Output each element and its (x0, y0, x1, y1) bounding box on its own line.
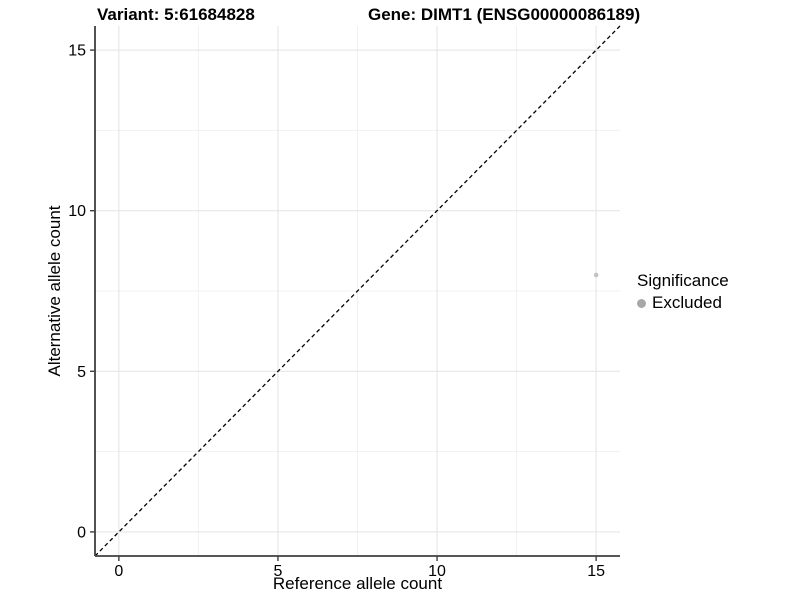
gene-title: Gene: DIMT1 (ENSG00000086189) (368, 5, 641, 24)
x-tick-label: 15 (587, 563, 605, 580)
x-tick-label: 0 (114, 563, 123, 580)
identity-line (94, 25, 621, 557)
y-tick-label: 10 (68, 203, 86, 220)
legend-title: Significance (637, 271, 729, 290)
data-point (593, 272, 599, 278)
y-axis-label: Alternative allele count (45, 205, 64, 377)
legend-item-excluded: Excluded (637, 293, 729, 313)
legend-key-dot-icon (637, 298, 646, 308)
x-tick-label: 5 (274, 563, 283, 580)
y-tick-label: 5 (77, 364, 86, 381)
x-tick-label: 10 (428, 563, 446, 580)
y-tick-label: 0 (77, 524, 86, 541)
legend: Significance Excluded (637, 271, 729, 313)
legend-item-label: Excluded (652, 293, 722, 312)
y-tick-label: 15 (68, 43, 86, 60)
variant-title: Variant: 5:61684828 (97, 5, 255, 24)
x-axis-label: Reference allele count (272, 574, 443, 593)
